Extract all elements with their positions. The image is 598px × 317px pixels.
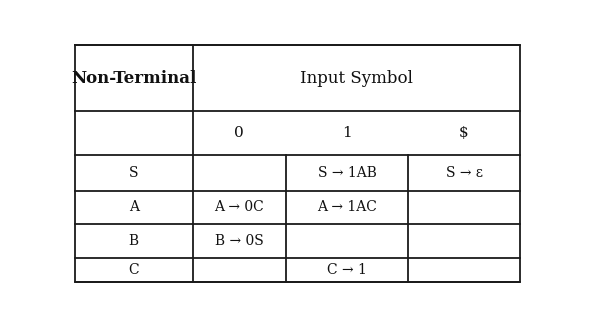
Text: C → 1: C → 1: [327, 263, 367, 277]
Text: C: C: [129, 263, 139, 277]
Text: S → ε: S → ε: [446, 166, 483, 180]
Text: S → 1AB: S → 1AB: [318, 166, 377, 180]
Text: 1: 1: [342, 126, 352, 140]
Text: A: A: [129, 200, 139, 214]
Text: A → 0C: A → 0C: [215, 200, 264, 214]
Text: A → 1AC: A → 1AC: [317, 200, 377, 214]
Text: 0: 0: [234, 126, 244, 140]
Text: $: $: [459, 126, 469, 140]
Text: B → 0S: B → 0S: [215, 234, 264, 248]
Text: Input Symbol: Input Symbol: [300, 70, 413, 87]
Text: B: B: [129, 234, 139, 248]
Text: S: S: [129, 166, 139, 180]
Text: Non-Terminal: Non-Terminal: [71, 70, 197, 87]
